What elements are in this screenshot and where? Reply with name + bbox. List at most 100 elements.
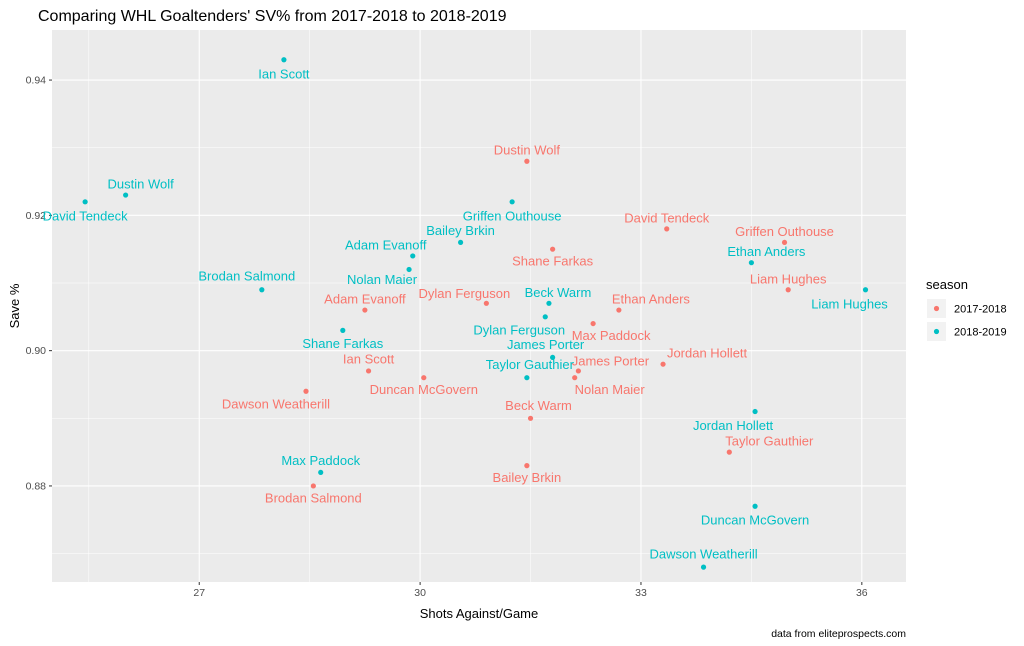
data-point: [406, 266, 412, 273]
data-point: [421, 375, 427, 381]
point-label: Max Paddock: [572, 328, 651, 343]
point-label: Dylan Ferguson: [473, 322, 565, 337]
data-point: [546, 300, 552, 306]
point-label: Nolan Maier: [575, 382, 646, 397]
point-label: Nolan Maier: [347, 272, 418, 287]
data-point: [410, 253, 416, 259]
data-point: [259, 287, 265, 293]
data-point: [664, 226, 670, 232]
x-tick-label: 27: [193, 587, 205, 599]
data-point: [123, 192, 129, 198]
data-point: [524, 463, 530, 469]
point-label: Beck Warm: [525, 285, 592, 300]
x-axis-title: Shots Against/Game: [420, 606, 539, 621]
data-point: [575, 368, 581, 374]
point-label: Shane Farkas: [512, 254, 593, 269]
point-label: Ethan Anders: [612, 292, 691, 307]
data-point: [726, 449, 732, 455]
data-point: [310, 483, 316, 489]
point-label: James Porter: [507, 337, 585, 352]
grid-lines: [52, 30, 906, 582]
point-label: Taylor Gauthier: [486, 357, 575, 372]
data-point: [457, 239, 464, 246]
point-label: Taylor Gauthier: [725, 434, 814, 449]
point-label: Dustin Wolf: [108, 177, 175, 192]
point-label: Beck Warm: [505, 398, 572, 413]
plot-panel: [52, 30, 906, 582]
axis-ticks: 27 30 33 36 0.88 0.90 0.92 0.94: [26, 75, 868, 599]
data-point: [281, 57, 287, 63]
data-point: [527, 415, 534, 421]
data-point: [303, 388, 309, 394]
legend-label: 2017-2018: [954, 304, 1007, 316]
data-point: [524, 158, 530, 164]
data-point: [550, 354, 556, 361]
legend-swatch: [933, 305, 940, 312]
point-label: James Porter: [572, 353, 650, 368]
point-label: Griffen Outhouse: [463, 208, 562, 223]
point-label: Ian Scott: [343, 351, 395, 366]
chart-caption: data from eliteprospects.com: [771, 628, 906, 640]
data-point: [660, 361, 666, 367]
y-tick-label: 0.88: [26, 480, 47, 492]
point-label: Duncan McGovern: [701, 513, 809, 528]
data-point: [524, 375, 530, 381]
data-point: [781, 239, 788, 246]
point-label: Dawson Weatherill: [222, 397, 330, 412]
y-tick-label: 0.90: [26, 345, 47, 357]
data-point: [785, 287, 791, 293]
legend-label: 2018-2019: [954, 327, 1007, 339]
point-label: Ian Scott: [258, 66, 310, 81]
data-point: [572, 375, 578, 381]
point-label: Liam Hughes: [750, 271, 827, 286]
point-label: Bailey Brkin: [426, 223, 495, 238]
point-label: Dylan Ferguson: [418, 286, 510, 301]
legend-title: season: [926, 277, 968, 292]
point-label: Griffen Outhouse: [735, 224, 834, 239]
point-label: Adam Evanoff: [345, 237, 427, 252]
chart-title: Comparing WHL Goaltenders' SV% from 2017…: [38, 8, 507, 25]
data-point: [542, 314, 548, 320]
x-tick-label: 30: [414, 587, 426, 599]
data-point: [590, 320, 596, 327]
data-point: [862, 287, 869, 293]
point-label: Dustin Wolf: [494, 143, 561, 158]
data-point: [550, 246, 556, 252]
x-tick-label: 36: [856, 587, 868, 599]
data-points: [82, 57, 869, 570]
data-point: [340, 327, 346, 333]
data-point: [365, 368, 372, 374]
data-point: [616, 307, 622, 313]
point-label: Bailey Brkin: [493, 470, 562, 485]
data-point: [752, 503, 758, 509]
data-point: [509, 199, 515, 205]
point-label: Adam Evanoff: [324, 292, 406, 307]
data-point: [483, 300, 489, 306]
point-label: Duncan McGovern: [370, 382, 478, 397]
data-point: [700, 564, 707, 570]
point-label: Dawson Weatherill: [649, 547, 757, 562]
point-label: Brodan Salmond: [198, 268, 295, 283]
y-axis-title: Save %: [7, 283, 22, 328]
point-label: Shane Farkas: [302, 336, 383, 351]
point-label: Max Paddock: [281, 453, 360, 468]
y-tick-label: 0.94: [26, 75, 47, 87]
point-label: Ethan Anders: [727, 244, 806, 259]
point-label: Jordan Hollett: [693, 418, 774, 433]
data-point: [318, 469, 324, 476]
data-point: [748, 260, 754, 266]
point-label: Jordan Hollett: [667, 346, 748, 361]
x-tick-label: 33: [635, 587, 647, 599]
data-point: [752, 408, 758, 415]
point-label: Liam Hughes: [811, 296, 888, 311]
point-label: David Tendeck: [43, 208, 129, 223]
point-label: Brodan Salmond: [265, 490, 362, 505]
data-point: [82, 199, 88, 205]
legend-swatch: [933, 328, 940, 335]
y-tick-label: 0.92: [26, 210, 47, 222]
point-labels: Dustin Wolf David Tendeck Griffen Outhouse…: [43, 66, 889, 561]
point-label: David Tendeck: [624, 210, 710, 225]
legend: season 2017-2018 2018-2019: [926, 277, 1007, 341]
data-point: [362, 307, 368, 313]
